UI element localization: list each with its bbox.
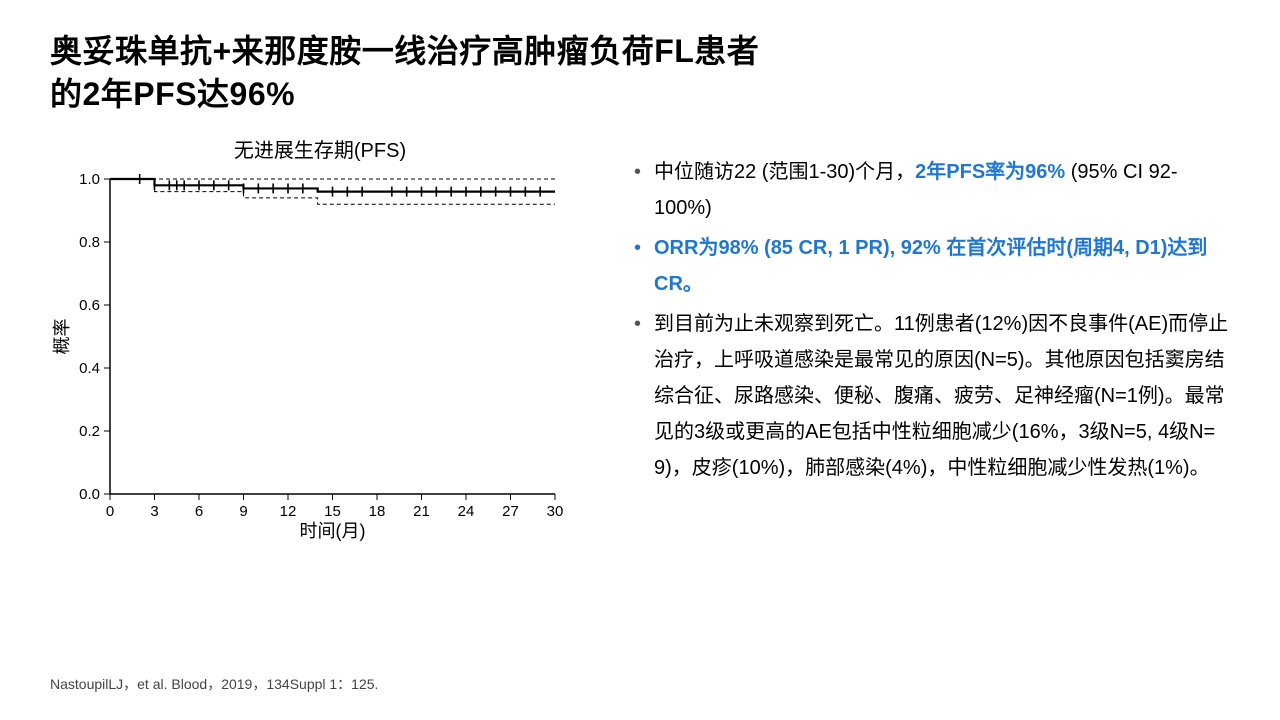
bullet-1-accent: 2年PFS率为96% xyxy=(915,161,1065,183)
svg-text:30: 30 xyxy=(547,503,564,520)
chart-column: 无进展生存期(PFS) 0.0 0.2 0.4 0.6 0.8 1.0 0 3 6 9 12 15 18… xyxy=(50,134,590,549)
slide-title: 奥妥珠单抗+来那度胺一线治疗高肿瘤负荷FL患者 的2年PFS达96% xyxy=(50,30,1230,116)
km-chart-svg: 0.0 0.2 0.4 0.6 0.8 1.0 0 3 6 9 12 15 18 21 24 27 30 时间(月… xyxy=(50,169,570,549)
text-column: 中位随访22 (范围1-30)个月，2年PFS率为96% (95% CI 92-… xyxy=(590,134,1230,549)
svg-text:21: 21 xyxy=(413,503,430,520)
svg-text:12: 12 xyxy=(280,503,297,520)
svg-text:0.0: 0.0 xyxy=(79,486,100,503)
citation: NastoupilLJ，et al. Blood，2019，134Suppl 1… xyxy=(50,674,378,694)
bullet-1-pre: 中位随访22 (范围1-30)个月， xyxy=(654,161,915,183)
svg-text:27: 27 xyxy=(502,503,519,520)
svg-text:18: 18 xyxy=(369,503,386,520)
svg-text:0.8: 0.8 xyxy=(79,234,100,251)
svg-text:0.6: 0.6 xyxy=(79,297,100,314)
svg-text:9: 9 xyxy=(239,503,247,520)
svg-text:0.2: 0.2 xyxy=(79,423,100,440)
svg-text:3: 3 xyxy=(150,503,158,520)
bullet-2: ORR为98% (85 CR, 1 PR), 92% 在首次评估时(周期4, D… xyxy=(630,230,1230,302)
km-chart: 0.0 0.2 0.4 0.6 0.8 1.0 0 3 6 9 12 15 18 21 24 27 30 时间(月… xyxy=(50,169,570,549)
bullet-list: 中位随访22 (范围1-30)个月，2年PFS率为96% (95% CI 92-… xyxy=(630,154,1230,486)
title-line-2: 的2年PFS达96% xyxy=(50,76,295,112)
chart-title: 无进展生存期(PFS) xyxy=(50,134,590,163)
slide-body: 无进展生存期(PFS) 0.0 0.2 0.4 0.6 0.8 1.0 0 3 6 9 12 15 18… xyxy=(50,134,1230,549)
slide: 奥妥珠单抗+来那度胺一线治疗高肿瘤负荷FL患者 的2年PFS达96% 无进展生存… xyxy=(0,0,1280,720)
title-line-1: 奥妥珠单抗+来那度胺一线治疗高肿瘤负荷FL患者 xyxy=(50,33,759,69)
svg-text:0.4: 0.4 xyxy=(79,360,100,377)
svg-text:1.0: 1.0 xyxy=(79,171,100,188)
bullet-2-text: ORR为98% (85 CR, 1 PR), 92% 在首次评估时(周期4, D… xyxy=(654,237,1207,295)
svg-text:6: 6 xyxy=(195,503,203,520)
svg-text:0: 0 xyxy=(106,503,114,520)
svg-text:15: 15 xyxy=(324,503,341,520)
svg-text:概率: 概率 xyxy=(52,319,72,355)
svg-text:时间(月): 时间(月) xyxy=(300,521,366,541)
svg-text:24: 24 xyxy=(458,503,475,520)
bullet-3-text: 到目前为止未观察到死亡。11例患者(12%)因不良事件(AE)而停止治疗，上呼吸… xyxy=(654,313,1228,479)
bullet-1: 中位随访22 (范围1-30)个月，2年PFS率为96% (95% CI 92-… xyxy=(630,154,1230,226)
bullet-3: 到目前为止未观察到死亡。11例患者(12%)因不良事件(AE)而停止治疗，上呼吸… xyxy=(630,306,1230,486)
